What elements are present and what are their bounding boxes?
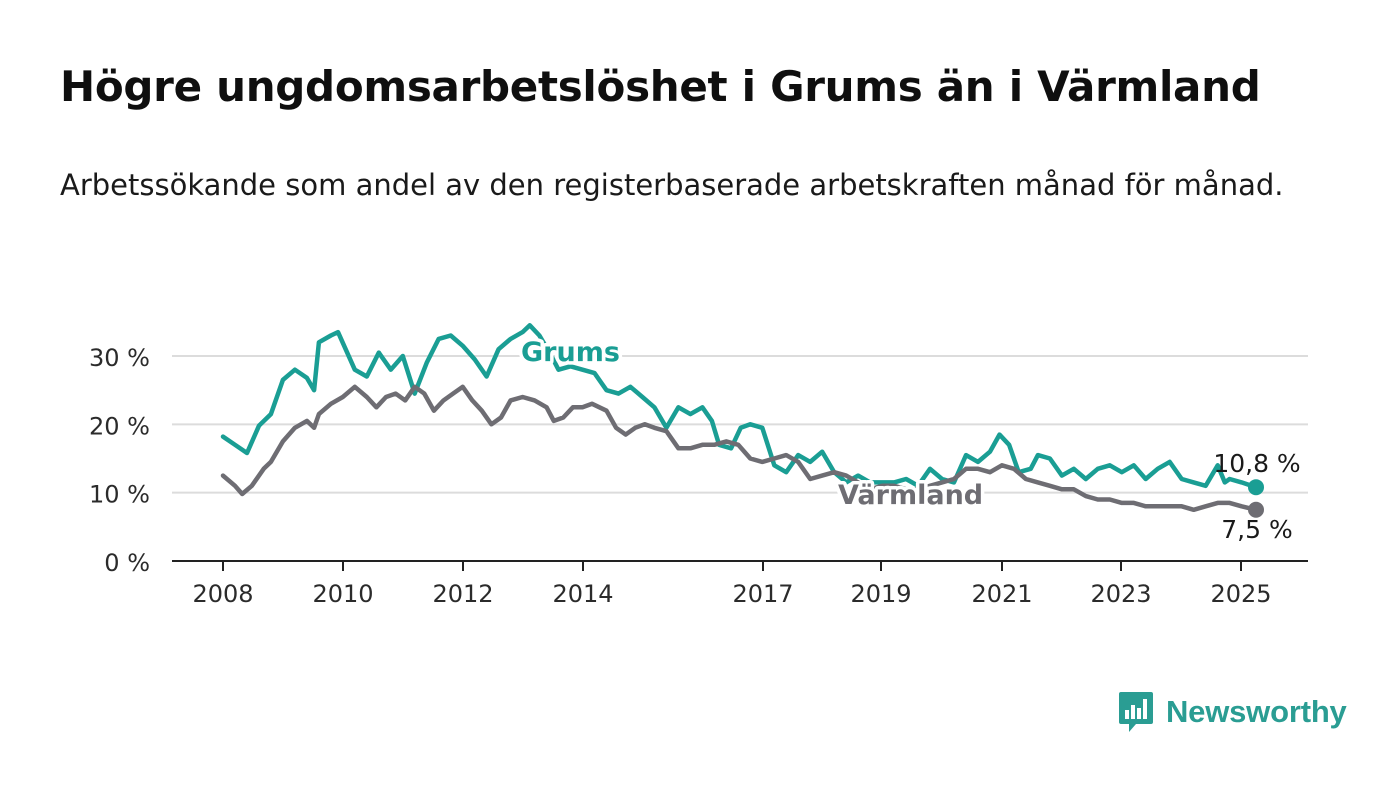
series-line-grums bbox=[220, 323, 1259, 490]
y-tick-label: 10 % bbox=[89, 481, 150, 509]
x-tick-label: 2023 bbox=[1090, 580, 1151, 608]
x-tick-label: 2008 bbox=[192, 580, 253, 608]
series-endpoint-värmland bbox=[1248, 501, 1264, 518]
series-label-varmland: Värmland bbox=[838, 480, 983, 511]
x-tick-label: 2021 bbox=[971, 580, 1032, 608]
series-endpoint-grums bbox=[1248, 479, 1264, 496]
x-tick-label: 2012 bbox=[432, 580, 493, 608]
chart-title: Högre ungdomsarbetslöshet i Grums än i V… bbox=[60, 62, 1261, 111]
x-tick-label: 2025 bbox=[1210, 580, 1271, 608]
y-tick-label: 30 % bbox=[89, 344, 150, 372]
end-label-grums: 10,8 % bbox=[1213, 449, 1300, 478]
series-label-grums: Grums bbox=[521, 337, 620, 368]
x-tick-label: 2019 bbox=[850, 580, 911, 608]
x-tick-label: 2017 bbox=[732, 580, 793, 608]
x-tick-label: 2014 bbox=[552, 580, 613, 608]
brand-logo: Newsworthy bbox=[1118, 690, 1347, 734]
end-label-varmland: 7,5 % bbox=[1221, 515, 1292, 544]
chart-subtitle: Arbetssökande som andel av den registerb… bbox=[60, 168, 1284, 202]
series-label-grums-halo: Grums bbox=[521, 337, 620, 368]
y-tick-label: 0 % bbox=[104, 549, 150, 577]
series-label-varmland-halo: Värmland bbox=[838, 480, 983, 511]
bar-chart-speech-bubble-icon bbox=[1119, 692, 1153, 732]
series-line-värmland bbox=[220, 384, 1259, 513]
x-tick-label: 2010 bbox=[312, 580, 373, 608]
brand-name: Newsworthy bbox=[1166, 694, 1347, 729]
y-tick-label: 20 % bbox=[89, 412, 150, 440]
